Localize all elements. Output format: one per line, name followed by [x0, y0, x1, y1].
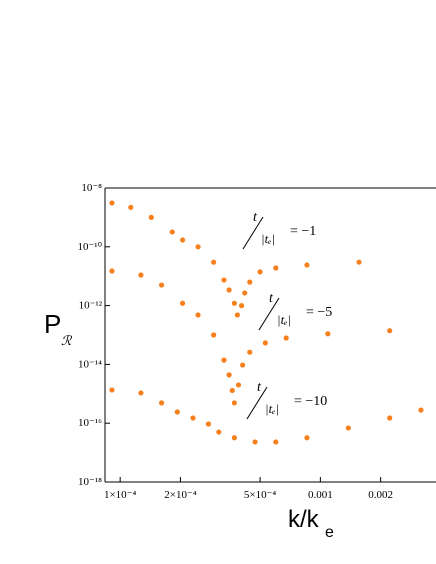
- point: [229, 387, 235, 394]
- x-tick-label: 1×10⁻⁴: [104, 489, 137, 501]
- point: [231, 300, 237, 306]
- point: [158, 282, 165, 288]
- point: [221, 357, 227, 363]
- point: [252, 439, 258, 445]
- y-tick-label: 10⁻¹²: [79, 300, 103, 312]
- annotation: t|tₑ| = −5: [269, 291, 332, 327]
- point: [109, 200, 115, 206]
- x-tick-label: 2×10⁻⁴: [164, 489, 197, 501]
- annotation: t|tₑ| = −1: [253, 210, 316, 246]
- point: [304, 262, 310, 268]
- point: [179, 300, 186, 306]
- point: [231, 400, 237, 406]
- point: [247, 279, 253, 285]
- annotation-value: = −5: [306, 305, 332, 320]
- point: [262, 340, 268, 346]
- point: [231, 435, 237, 441]
- point: [304, 435, 310, 441]
- y-label-main: P: [44, 309, 61, 339]
- point: [283, 335, 289, 341]
- point: [211, 332, 217, 338]
- point: [387, 328, 393, 334]
- annotation-denominator: |tₑ|: [261, 231, 275, 246]
- point: [242, 290, 248, 296]
- y-axis-label: P ℛ: [44, 309, 73, 348]
- point: [109, 387, 115, 393]
- annotation-value: = −10: [294, 394, 327, 409]
- x-tick-label: 0.002: [368, 489, 393, 501]
- y-tick-label: 10⁻¹⁸: [78, 476, 102, 488]
- fraction-slash: [246, 386, 268, 420]
- y-tick-label: 10⁻¹⁴: [78, 358, 102, 370]
- point: [257, 269, 263, 275]
- point: [109, 268, 115, 274]
- annotation-denominator: |tₑ|: [265, 401, 279, 416]
- fraction-slash: [242, 216, 264, 250]
- point: [226, 372, 232, 378]
- y-tick-label: 10⁻¹⁰: [77, 241, 102, 253]
- point: [273, 439, 279, 445]
- x-axis-label: k/k e: [288, 506, 334, 541]
- point: [195, 312, 201, 318]
- annotation-denominator: |tₑ|: [277, 312, 291, 327]
- point: [174, 409, 180, 415]
- point: [234, 312, 240, 318]
- point: [345, 425, 351, 431]
- y-tick-label: 10⁻⁸: [81, 182, 102, 194]
- point: [356, 259, 362, 265]
- point: [158, 400, 165, 406]
- series: [109, 200, 362, 318]
- x-tick-label: 0.001: [308, 489, 333, 501]
- point: [226, 287, 232, 293]
- point: [138, 272, 144, 278]
- point: [221, 277, 227, 283]
- point: [179, 237, 186, 243]
- point: [205, 421, 212, 427]
- point: [190, 415, 196, 421]
- point: [235, 382, 242, 388]
- annotation-numerator: t: [257, 380, 262, 395]
- annotation: t|tₑ| = −10: [257, 380, 327, 416]
- point: [387, 415, 393, 421]
- annotation-numerator: t: [253, 210, 258, 225]
- point: [418, 407, 424, 413]
- point: [247, 349, 253, 355]
- annotation-value: = −1: [290, 224, 316, 239]
- point: [138, 390, 144, 396]
- series: [109, 387, 424, 445]
- point: [169, 229, 175, 235]
- fraction-slash: [258, 297, 280, 331]
- point: [325, 331, 331, 337]
- point: [240, 362, 246, 368]
- y-label-sub: ℛ: [61, 333, 73, 348]
- annotation-numerator: t: [269, 291, 274, 306]
- point: [216, 429, 222, 435]
- point: [128, 204, 134, 210]
- x-tick-label: 5×10⁻⁴: [244, 489, 277, 501]
- point: [148, 214, 154, 220]
- series: [109, 268, 393, 406]
- point: [273, 265, 279, 271]
- point: [195, 244, 201, 250]
- x-label-main: k/k: [288, 506, 320, 533]
- point: [211, 259, 217, 265]
- y-tick-label: 10⁻¹⁶: [78, 417, 102, 429]
- point: [238, 303, 245, 309]
- x-label-sub: e: [325, 524, 334, 541]
